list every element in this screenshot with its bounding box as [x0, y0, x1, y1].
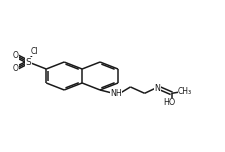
Text: O: O — [13, 51, 19, 60]
Text: O: O — [13, 64, 19, 73]
Text: N: N — [155, 83, 160, 93]
Text: S: S — [25, 57, 31, 67]
Text: Cl: Cl — [30, 47, 38, 56]
Text: NH: NH — [110, 89, 122, 98]
Text: HO: HO — [163, 98, 176, 107]
Text: CH₃: CH₃ — [178, 87, 192, 96]
